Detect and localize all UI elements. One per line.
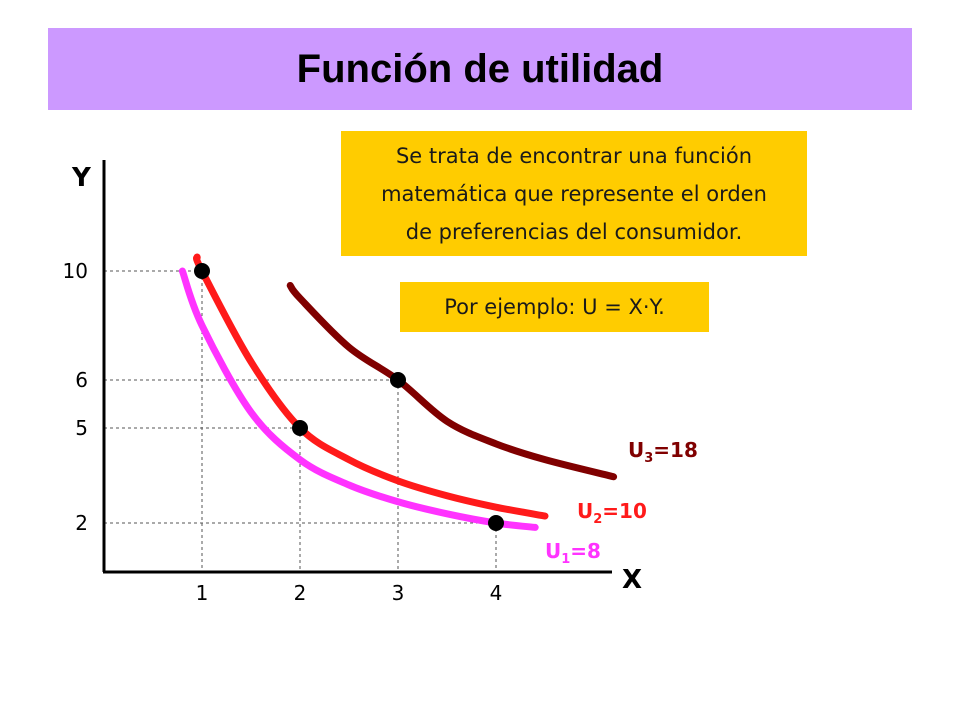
example-note: Por ejemplo: U = X·Y. <box>400 282 709 332</box>
note-line: matemática que represente el orden <box>381 182 767 206</box>
data-point <box>390 372 406 388</box>
data-point <box>488 515 504 531</box>
y-tick-label: 2 <box>75 511 88 535</box>
x-tick-label: 1 <box>196 581 209 605</box>
utility-curve-u3 <box>286 281 618 481</box>
x-tick-label: 3 <box>392 581 405 605</box>
example-text: Por ejemplo: U = X·Y. <box>444 295 665 319</box>
curve-label-u1: U1=8 <box>545 539 601 567</box>
curve-label-u3: U3=18 <box>628 438 698 466</box>
y-tick-label: 5 <box>75 416 88 440</box>
tick-labels: 1 2 3 4 2 5 6 10 <box>63 259 503 605</box>
title-banner: Función de utilidad <box>48 28 912 110</box>
axes: Y X <box>71 160 642 595</box>
data-point <box>194 263 210 279</box>
curve-label-u2: U2=10 <box>577 499 647 527</box>
utility-curve-u2 <box>193 253 549 520</box>
note-line: de preferencias del consumidor. <box>405 220 743 244</box>
y-axis-label: Y <box>71 163 92 193</box>
utility-curve-u1 <box>178 267 539 531</box>
data-point <box>292 420 308 436</box>
x-axis-label: X <box>622 565 642 595</box>
data-points <box>194 263 504 531</box>
utility-curves <box>178 253 618 531</box>
slide-title: Función de utilidad <box>296 46 664 91</box>
note-line: Se trata de encontrar una función <box>395 144 753 168</box>
x-tick-label: 2 <box>294 581 307 605</box>
y-tick-label: 6 <box>75 368 88 392</box>
x-tick-label: 4 <box>490 581 503 605</box>
explanation-note: Se trata de encontrar una función matemá… <box>341 131 807 256</box>
y-tick-label: 10 <box>63 259 88 283</box>
curve-labels: U1=8 U2=10 U3=18 <box>545 438 698 567</box>
